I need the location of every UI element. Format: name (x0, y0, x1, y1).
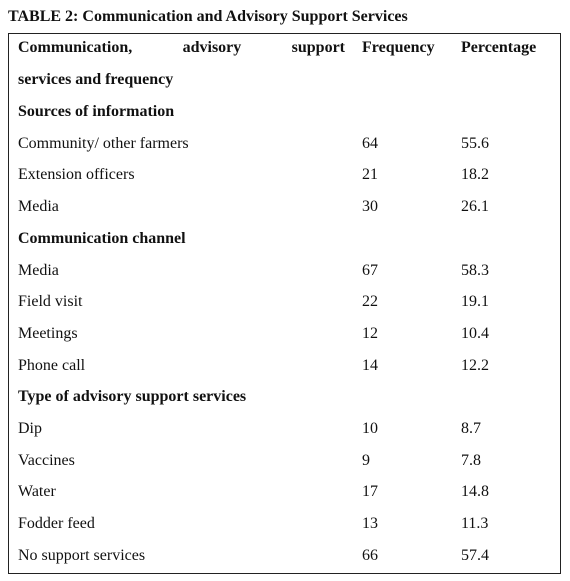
row-percentage: 18.2 (461, 166, 489, 184)
row-percentage: 12.2 (461, 356, 489, 374)
row-percentage: 11.3 (461, 515, 489, 533)
row-label: Extension officers (18, 166, 135, 184)
row-percentage: 7.8 (461, 451, 481, 469)
header-cell: services and frequency (18, 71, 174, 88)
header-cell: Communication, advisory support (18, 39, 345, 56)
row-percentage: 57.4 (461, 546, 489, 564)
row-label: Phone call (18, 356, 86, 374)
row-label: Field visit (18, 293, 83, 311)
row-percentage: 55.6 (461, 134, 489, 152)
row-percentage: 19.1 (461, 293, 489, 311)
row-label: Media (18, 198, 59, 216)
row-frequency: 12 (362, 324, 378, 342)
header-cell: Percentage (461, 39, 537, 56)
row-percentage: 10.4 (461, 324, 489, 342)
header-cell: Frequency (362, 39, 435, 56)
table-title: TABLE 2: Communication and Advisory Supp… (8, 8, 408, 25)
table-border (8, 33, 561, 574)
row-frequency: 67 (362, 261, 378, 279)
row-label: Fodder feed (18, 515, 95, 533)
section-title: Type of advisory support services (18, 388, 247, 406)
row-frequency: 14 (362, 356, 378, 374)
row-frequency: 17 (362, 483, 378, 501)
row-frequency: 21 (362, 166, 378, 184)
row-label: No support services (18, 546, 146, 564)
row-frequency: 9 (362, 451, 370, 469)
row-frequency: 30 (362, 198, 378, 216)
row-frequency: 13 (362, 515, 378, 533)
row-percentage: 8.7 (461, 420, 481, 437)
row-percentage: 26.1 (461, 198, 489, 216)
section-title: Sources of information (18, 103, 175, 120)
row-label: Community/ other farmers (18, 134, 189, 152)
row-label: Dip (18, 420, 42, 437)
row-frequency: 10 (362, 420, 378, 437)
row-frequency: 22 (362, 293, 378, 311)
row-label: Media (18, 261, 59, 279)
row-label: Meetings (18, 324, 78, 342)
row-percentage: 58.3 (461, 261, 489, 279)
section-title: Communication channel (18, 229, 186, 247)
row-label: Water (18, 483, 56, 501)
row-frequency: 64 (362, 134, 378, 152)
row-frequency: 66 (362, 546, 378, 564)
row-percentage: 14.8 (461, 483, 489, 501)
row-label: Vaccines (18, 451, 75, 469)
